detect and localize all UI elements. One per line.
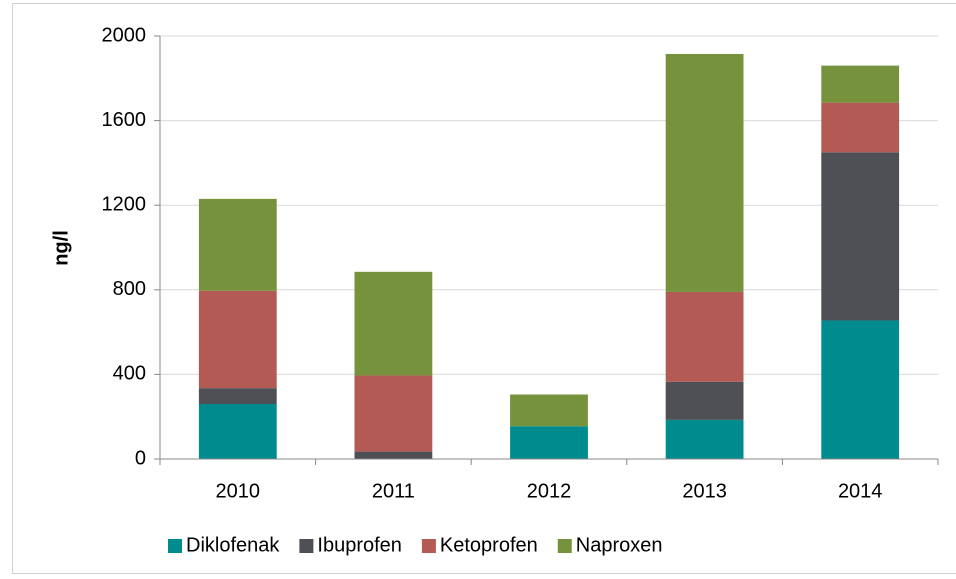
y-tick-label: 1600 [102,109,147,131]
chart-border [12,3,956,574]
bar-segment [198,290,277,389]
bar-segment [665,53,744,292]
bar-segment [198,404,277,459]
x-tick-label: 2012 [527,480,572,502]
y-tick-label: 0 [135,447,146,469]
bar-segment [665,291,744,382]
x-tick-label: 2014 [838,480,883,502]
y-tick-label: 2000 [102,24,147,46]
y-axis-label: ng/l [50,230,72,266]
legend-swatch [421,539,436,553]
bar-segment [354,375,433,452]
bar-segment [510,426,588,459]
bar-segment [821,320,900,459]
bar-segment [821,65,900,103]
x-tick-label: 2011 [372,480,415,502]
bar-segment [665,419,744,459]
legend-label: Ibuprofen [317,534,402,556]
y-tick-label: 1200 [102,193,147,215]
bar-segment [198,198,277,291]
x-tick-label: 2013 [682,480,727,502]
bar-segment [198,388,277,405]
y-tick-label: 400 [113,363,146,385]
legend-swatch [168,539,182,553]
bar-segment [354,271,433,376]
legend-label: Naproxen [576,534,663,556]
bar-segment [665,381,744,420]
bar-segment [821,102,900,153]
bar-segment [510,394,588,427]
legend-label: Ketoprofen [440,534,538,556]
legend-label: Diklofenak [186,534,280,556]
legend-swatch [299,539,314,553]
bar-segment [354,451,433,459]
y-tick-label: 800 [113,278,146,300]
legend-swatch [557,539,572,553]
x-tick-label: 2010 [216,480,261,502]
bar-segment [821,152,900,321]
